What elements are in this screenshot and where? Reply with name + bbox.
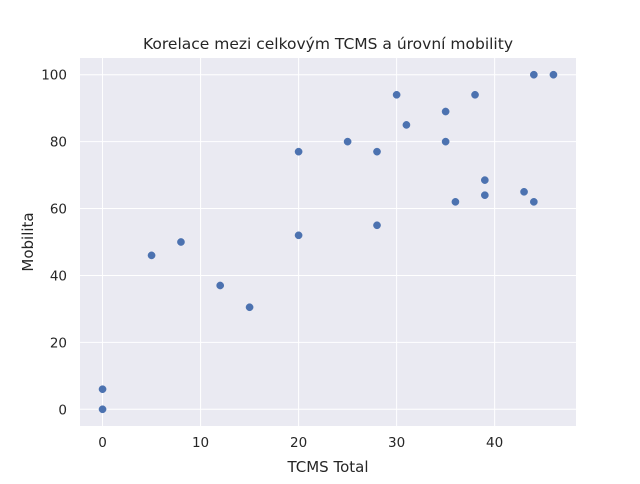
scatter-point [98, 405, 107, 414]
scatter-point [451, 198, 460, 206]
scatter-point [480, 191, 489, 200]
scatter-point [529, 70, 538, 79]
scatter-point [441, 137, 450, 146]
data-points [98, 70, 558, 414]
y-axis-label: Mobilita [19, 212, 37, 271]
scatter-point [441, 107, 450, 116]
y-tick-label: 40 [50, 268, 67, 284]
scatter-point [529, 198, 538, 206]
x-tick-label: 20 [290, 435, 307, 451]
scatter-point [294, 231, 303, 240]
chart-title: Korelace mezi celkovým TCMS a úrovní mob… [143, 35, 513, 53]
scatter-point [98, 385, 107, 394]
y-tick-label: 80 [50, 135, 67, 151]
scatter-point [147, 251, 156, 260]
x-tick-label: 0 [98, 435, 107, 451]
scatter-point [402, 121, 411, 129]
y-tick-label: 0 [58, 402, 67, 418]
y-tick-label: 60 [50, 202, 67, 218]
x-tick-label: 40 [486, 435, 503, 451]
x-tick-label: 10 [192, 435, 209, 451]
scatter-point [480, 176, 489, 184]
y-tick-label: 100 [41, 68, 67, 84]
scatter-point [549, 70, 558, 79]
scatter-point [471, 90, 479, 99]
scatter-point [294, 147, 303, 156]
scatter-point [343, 137, 352, 146]
scatter-point [373, 221, 381, 230]
scatter-point [245, 303, 254, 312]
scatter-point [373, 147, 381, 156]
plot-area [80, 58, 576, 426]
x-tick-label: 30 [388, 435, 405, 451]
scatter-point [520, 187, 528, 196]
scatter-point [216, 281, 225, 290]
y-tick-labels: 0 20 40 60 80 100 [41, 68, 67, 419]
y-tick-label: 20 [50, 335, 67, 351]
x-axis-label: TCMS Total [286, 458, 368, 476]
x-tick-labels: 0 10 20 30 40 [98, 435, 503, 451]
scatter-point [177, 238, 185, 246]
scatter-point [392, 90, 401, 99]
grid-lines [80, 58, 576, 426]
